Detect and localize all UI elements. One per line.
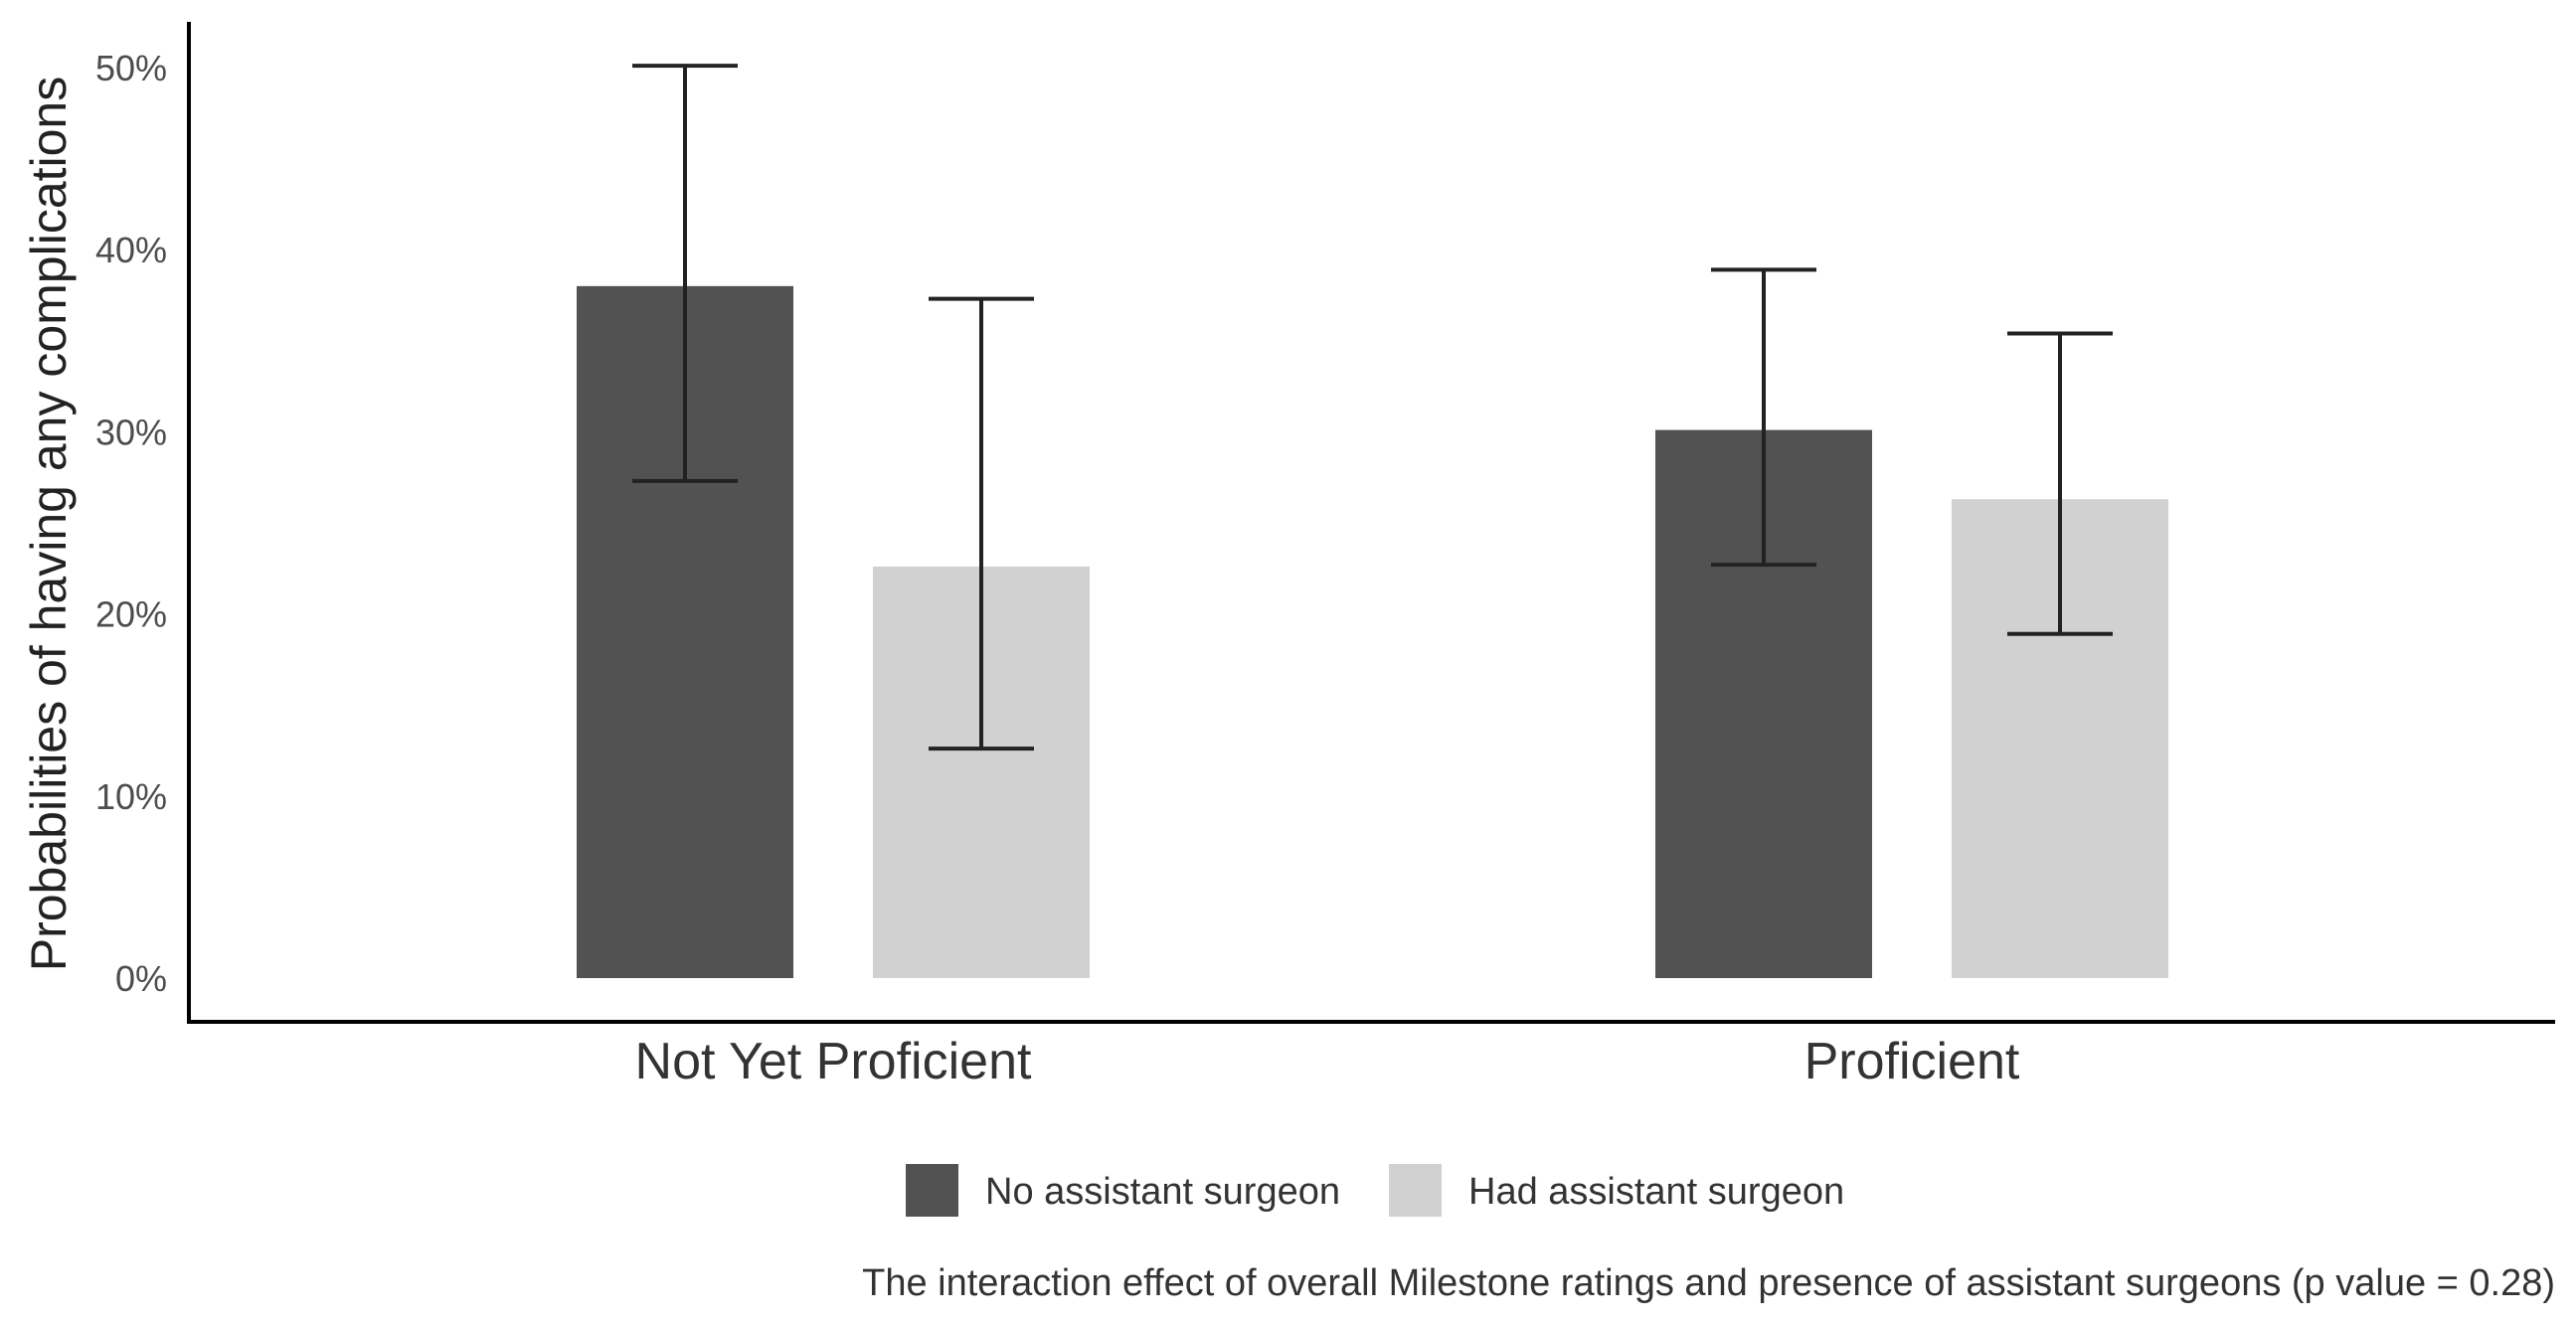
y-tick-label: 10%: [95, 776, 167, 817]
y-tick-labels: 0% 10% 20% 30% 40% 50%: [95, 48, 167, 999]
y-tick-label: 50%: [95, 48, 167, 88]
y-tick-label: 40%: [95, 230, 167, 270]
x-category-labels: Not Yet Proficient Proficient: [635, 1033, 2020, 1090]
chart-caption: The interaction effect of overall Milest…: [862, 1262, 2555, 1304]
legend-item: No assistant surgeon: [906, 1164, 1340, 1217]
x-category-label: Not Yet Proficient: [635, 1033, 1032, 1090]
y-tick-label: 30%: [95, 412, 167, 452]
y-tick-label: 20%: [95, 594, 167, 635]
error-bar: [1711, 267, 1816, 568]
legend-swatch: [906, 1164, 958, 1217]
legend-swatch: [1389, 1164, 1442, 1217]
error-bars-layer: [632, 64, 2113, 751]
legend-item: Had assistant surgeon: [1389, 1164, 1844, 1217]
error-bar: [2007, 331, 2113, 636]
y-tick-label: 0%: [115, 958, 167, 999]
legend-label: Had assistant surgeon: [1468, 1171, 1844, 1213]
y-axis-title: Probabilities of having any complication…: [21, 77, 77, 972]
legend-label: No assistant surgeon: [985, 1171, 1340, 1213]
bars-layer: [577, 285, 2168, 979]
x-category-label: Proficient: [1804, 1033, 2020, 1090]
error-bar: [632, 64, 738, 483]
legend: No assistant surgeon Had assistant surgeo…: [906, 1164, 1844, 1217]
error-bar: [929, 296, 1034, 751]
